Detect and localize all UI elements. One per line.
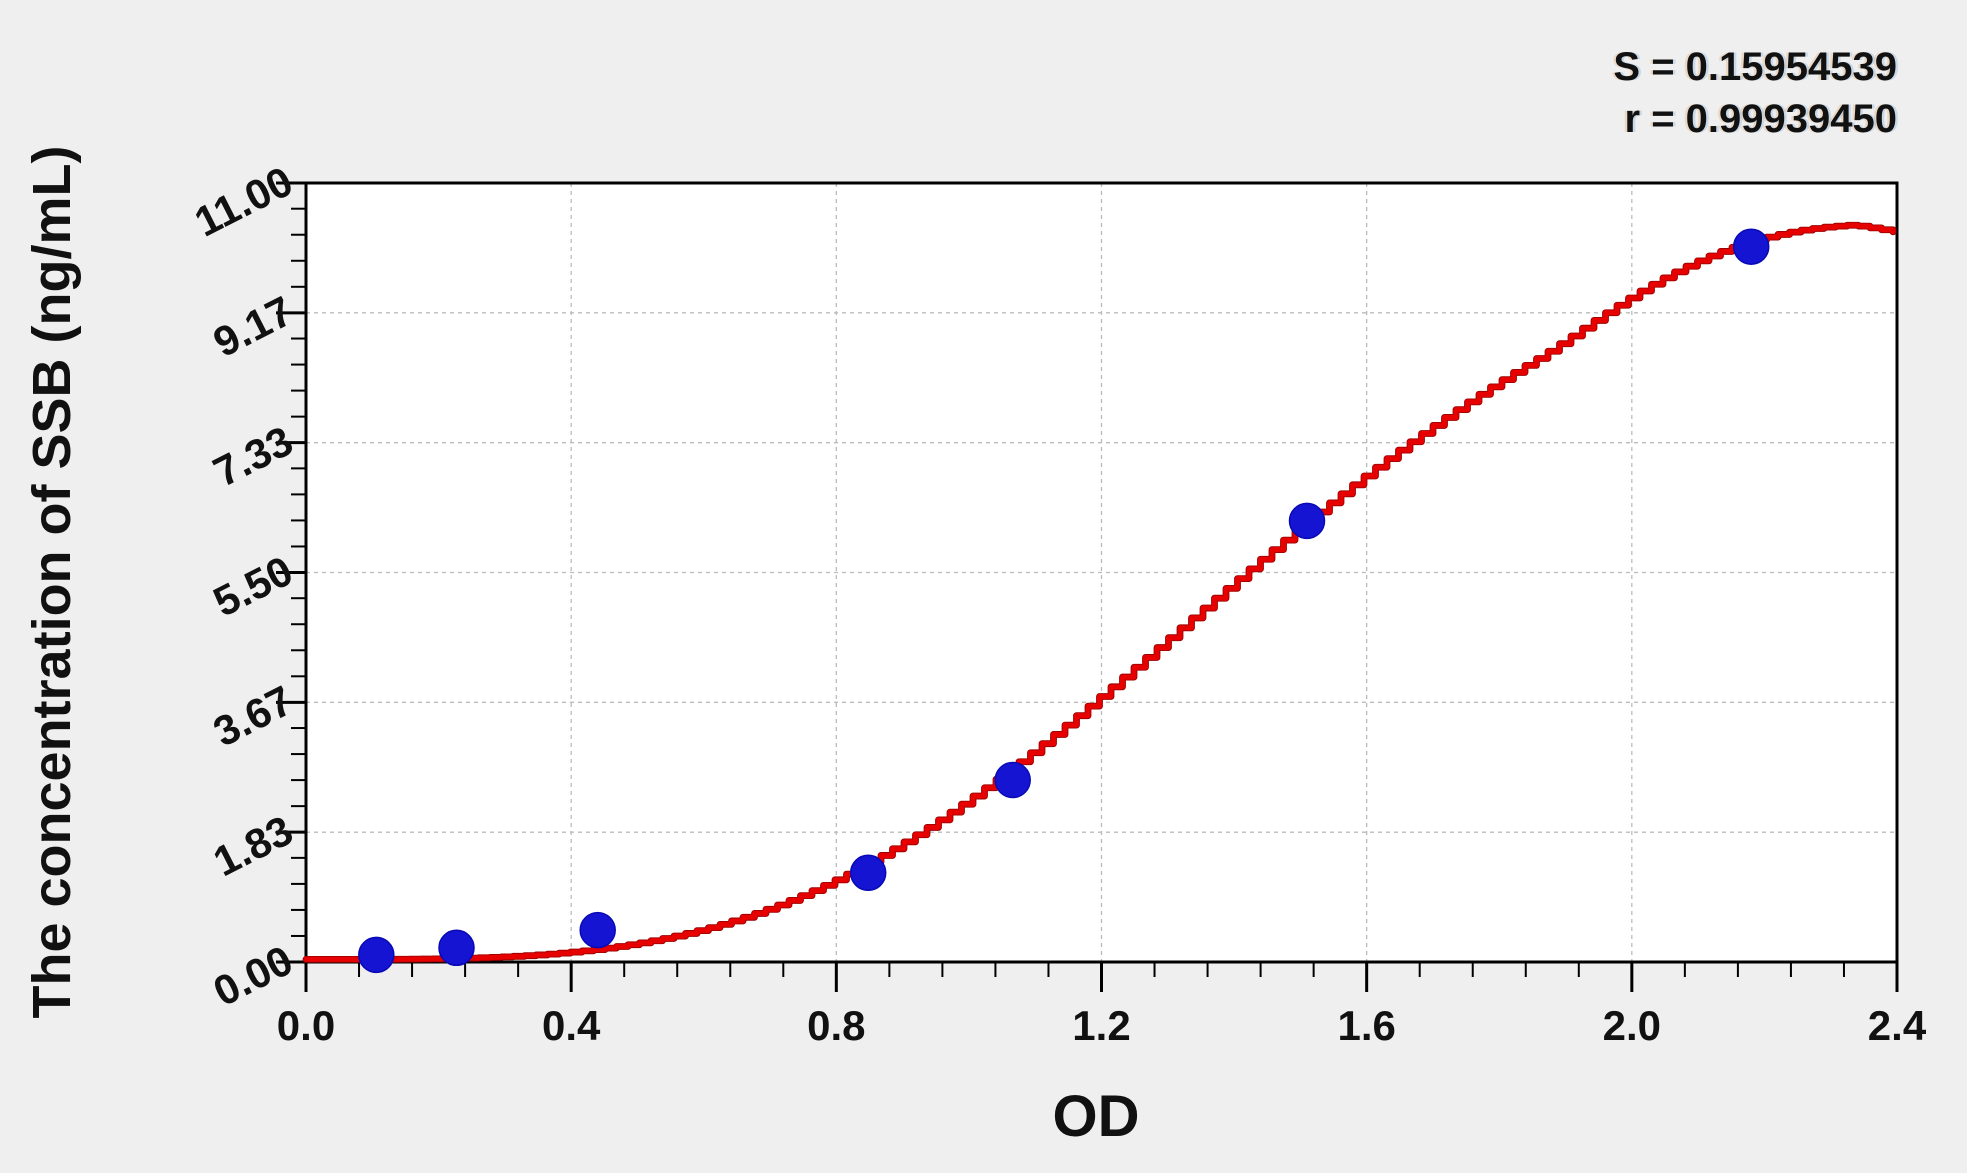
svg-text:1.2: 1.2: [1072, 1002, 1130, 1049]
svg-text:S = 0.15954539: S = 0.15954539: [1613, 45, 1897, 89]
svg-text:r = 0.99939450: r = 0.99939450: [1625, 97, 1897, 141]
svg-text:0.4: 0.4: [542, 1002, 601, 1049]
svg-text:2.4: 2.4: [1868, 1002, 1927, 1049]
svg-text:0.0: 0.0: [277, 1002, 335, 1049]
svg-text:The concentration of SSB (ng/m: The concentration of SSB (ng/mL): [22, 146, 82, 1019]
svg-text:1.6: 1.6: [1337, 1002, 1395, 1049]
svg-text:2.0: 2.0: [1603, 1002, 1661, 1049]
svg-text:OD: OD: [1053, 1084, 1140, 1149]
svg-text:0.8: 0.8: [807, 1002, 865, 1049]
